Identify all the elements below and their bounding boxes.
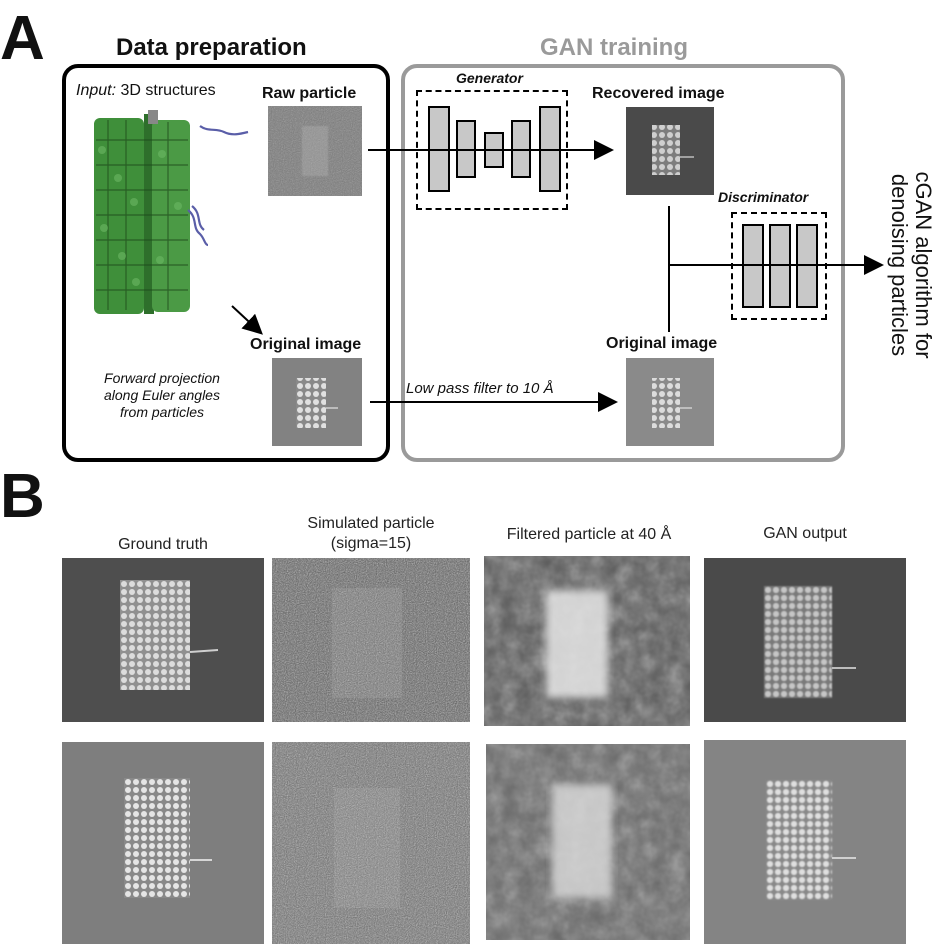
col-title-ground-truth: Ground truth [118, 536, 208, 553]
row1-ground-truth [62, 558, 264, 722]
structure-3d-illustration [94, 110, 208, 314]
original-image-gan [626, 358, 714, 446]
generator-label: Generator [456, 70, 523, 86]
raw-particle-image [268, 106, 362, 196]
row2-ground-truth [62, 742, 264, 944]
low-pass-filter-arrow [370, 392, 618, 412]
projection-arrow [231, 305, 263, 335]
side-label-line-2: denoising particles [887, 173, 912, 357]
dna-tail [199, 125, 249, 136]
generator-through-line [416, 149, 564, 151]
input-label-rest: 3D structures [116, 82, 216, 99]
discriminator-layer-2 [769, 224, 791, 308]
projection-note: Forward projection along Euler angles fr… [62, 370, 262, 421]
raw-to-generator-line [368, 149, 418, 151]
col-title-filtered: Filtered particle at 40 Å [506, 526, 672, 543]
data-prep-title: Data preparation [116, 34, 307, 61]
original-image-label-prep: Original image [250, 336, 362, 353]
projection-note-line-3: from particles [119, 404, 205, 420]
side-label-line-1: cGAN algorithm for [911, 171, 936, 359]
col-title-simulated-line-1: Simulated particle [307, 515, 435, 532]
row1-simulated [272, 558, 470, 722]
discriminator-output-arrow [826, 255, 884, 275]
panel-b-letter: B [0, 462, 45, 531]
vertical-connector [668, 206, 670, 332]
discriminator-input-line [668, 264, 828, 266]
recovered-image [626, 107, 714, 195]
original-image-prep [272, 358, 362, 446]
input-label-italic: Input: [76, 82, 117, 99]
input-label: Input: 3D structures [76, 82, 216, 100]
raw-particle-label: Raw particle [262, 85, 357, 102]
row1-gan-output [704, 558, 906, 722]
col-title-simulated: Simulated particle (sigma=15) [272, 514, 470, 554]
dna-strand [187, 205, 208, 247]
col-title-gan-output: GAN output [763, 525, 847, 542]
discriminator-layer-1 [742, 224, 764, 308]
side-label-container: cGAN algorithm for denoising particles [887, 150, 944, 380]
projection-note-line-2: along Euler angles [104, 387, 220, 403]
row2-filtered [486, 744, 690, 940]
side-label: cGAN algorithm for denoising particles [887, 150, 936, 380]
data-prep-box [62, 64, 390, 462]
panel-a-letter: A [0, 4, 45, 73]
row2-gan-output [704, 740, 906, 944]
col-title-simulated-line-2: (sigma=15) [330, 535, 412, 552]
row1-filtered [484, 556, 690, 726]
low-pass-filter-label: Low pass filter to 10 Å [406, 380, 554, 397]
row2-simulated [272, 742, 470, 944]
gan-training-box [401, 64, 845, 462]
gan-training-title: GAN training [540, 34, 688, 61]
recovered-image-label: Recovered image [592, 85, 725, 102]
original-image-label-gan: Original image [606, 335, 718, 352]
protein-rendering [94, 110, 190, 314]
discriminator-label: Discriminator [718, 189, 809, 205]
projection-note-line-1: Forward projection [104, 370, 220, 386]
generator-output-arrow [564, 140, 614, 160]
discriminator-layer-3 [796, 224, 818, 308]
